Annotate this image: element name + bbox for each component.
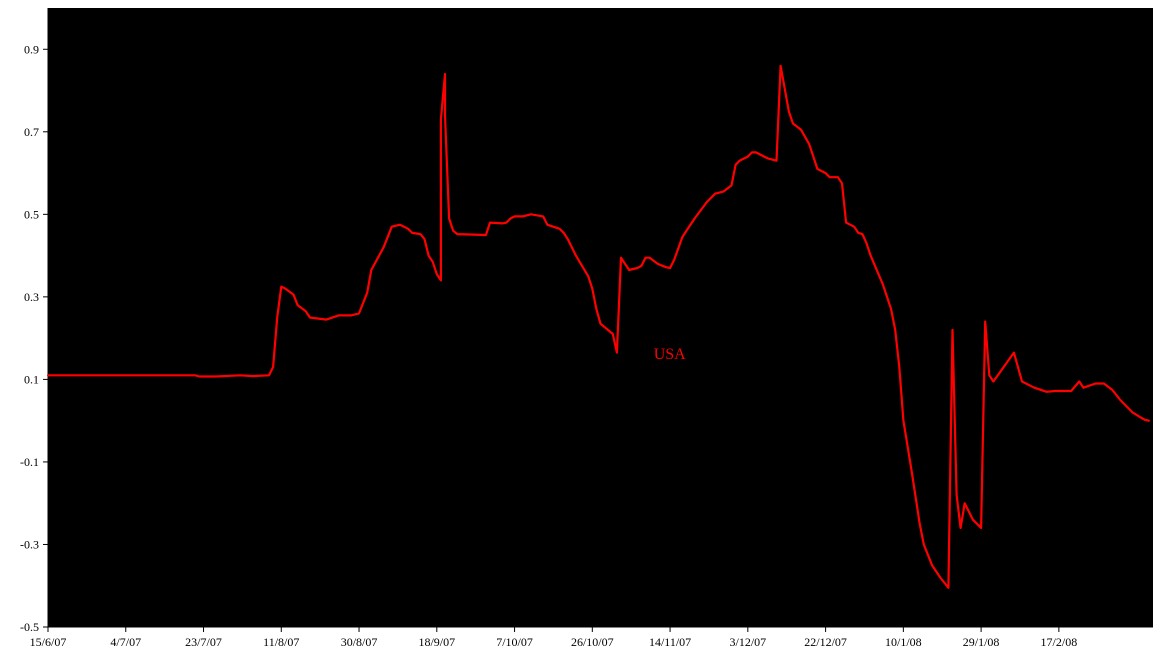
y-tick-label: 0.7	[24, 125, 39, 139]
y-axis: -0.5 -0.3 -0.1 0.1 0.3 0.5 0.7 0.9	[20, 8, 49, 634]
x-tick-label: 29/1/08	[963, 635, 1000, 649]
x-tick-label: 17/2/08	[1041, 635, 1078, 649]
series-layer	[46, 64, 1151, 589]
x-tick-label: 30/8/07	[341, 635, 378, 649]
x-tick-label: 26/10/07	[571, 635, 614, 649]
x-tick-label: 11/8/07	[263, 635, 299, 649]
plot-area	[48, 8, 1153, 627]
series-line-usa	[46, 64, 1151, 589]
x-axis: 15/6/07 4/7/07 23/7/07 11/8/07 30/8/07 18/9/0…	[30, 626, 1153, 649]
x-tick-label: 3/12/07	[729, 635, 766, 649]
y-tick-label: -0.5	[20, 620, 39, 634]
x-tick-label: 4/7/07	[110, 635, 141, 649]
series-annotation-label: USA	[654, 346, 686, 363]
y-tick-label: -0.3	[20, 537, 39, 551]
x-tick-label: 10/1/08	[885, 635, 922, 649]
x-tick-label: 18/9/07	[418, 635, 455, 649]
y-tick-label: 0.9	[24, 42, 39, 56]
annotation-layer: USA	[654, 346, 686, 363]
y-tick-label: 0.1	[24, 372, 39, 386]
x-tick-label: 15/6/07	[30, 635, 67, 649]
x-tick-label: 22/12/07	[804, 635, 847, 649]
y-tick-label: 0.5	[24, 207, 39, 221]
x-tick-label: 7/10/07	[496, 635, 533, 649]
y-tick-label: 0.3	[24, 290, 39, 304]
x-tick-label: 23/7/07	[185, 635, 222, 649]
y-tick-label: -0.1	[20, 455, 39, 469]
x-tick-label: 14/11/07	[649, 635, 691, 649]
